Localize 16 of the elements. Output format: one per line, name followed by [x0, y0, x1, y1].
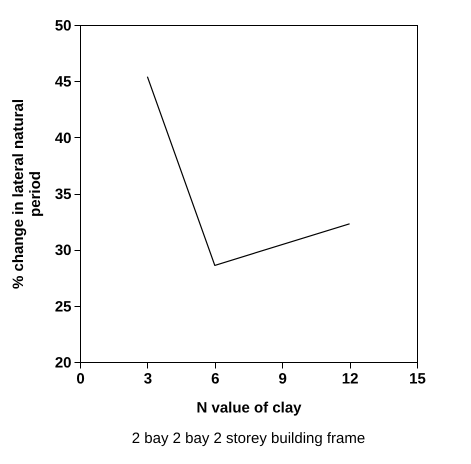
y-tick-label: 50 [54, 18, 72, 34]
x-tick-label: 6 [211, 370, 220, 388]
text: 2 bay 2 bay 2 storey building frame [132, 430, 366, 447]
y-tick-label: 30 [54, 242, 72, 260]
x-tick-label: 0 [76, 370, 85, 388]
x-tick-label: 3 [144, 370, 152, 388]
y-tick-label: 45 [54, 74, 72, 91]
y-axis-title: % change in lateral natural period [10, 98, 44, 290]
x-axis-title: N value of clay [196, 400, 302, 416]
y-tick-label: 35 [54, 186, 72, 203]
x-tick-label: 12 [342, 370, 358, 388]
y-tick-label: 25 [54, 298, 72, 316]
x-tick-label: 9 [278, 370, 287, 388]
x-tick-label: 15 [409, 370, 426, 388]
y-tick-label: 20 [54, 354, 72, 372]
y-tick-label: 40 [54, 130, 72, 147]
